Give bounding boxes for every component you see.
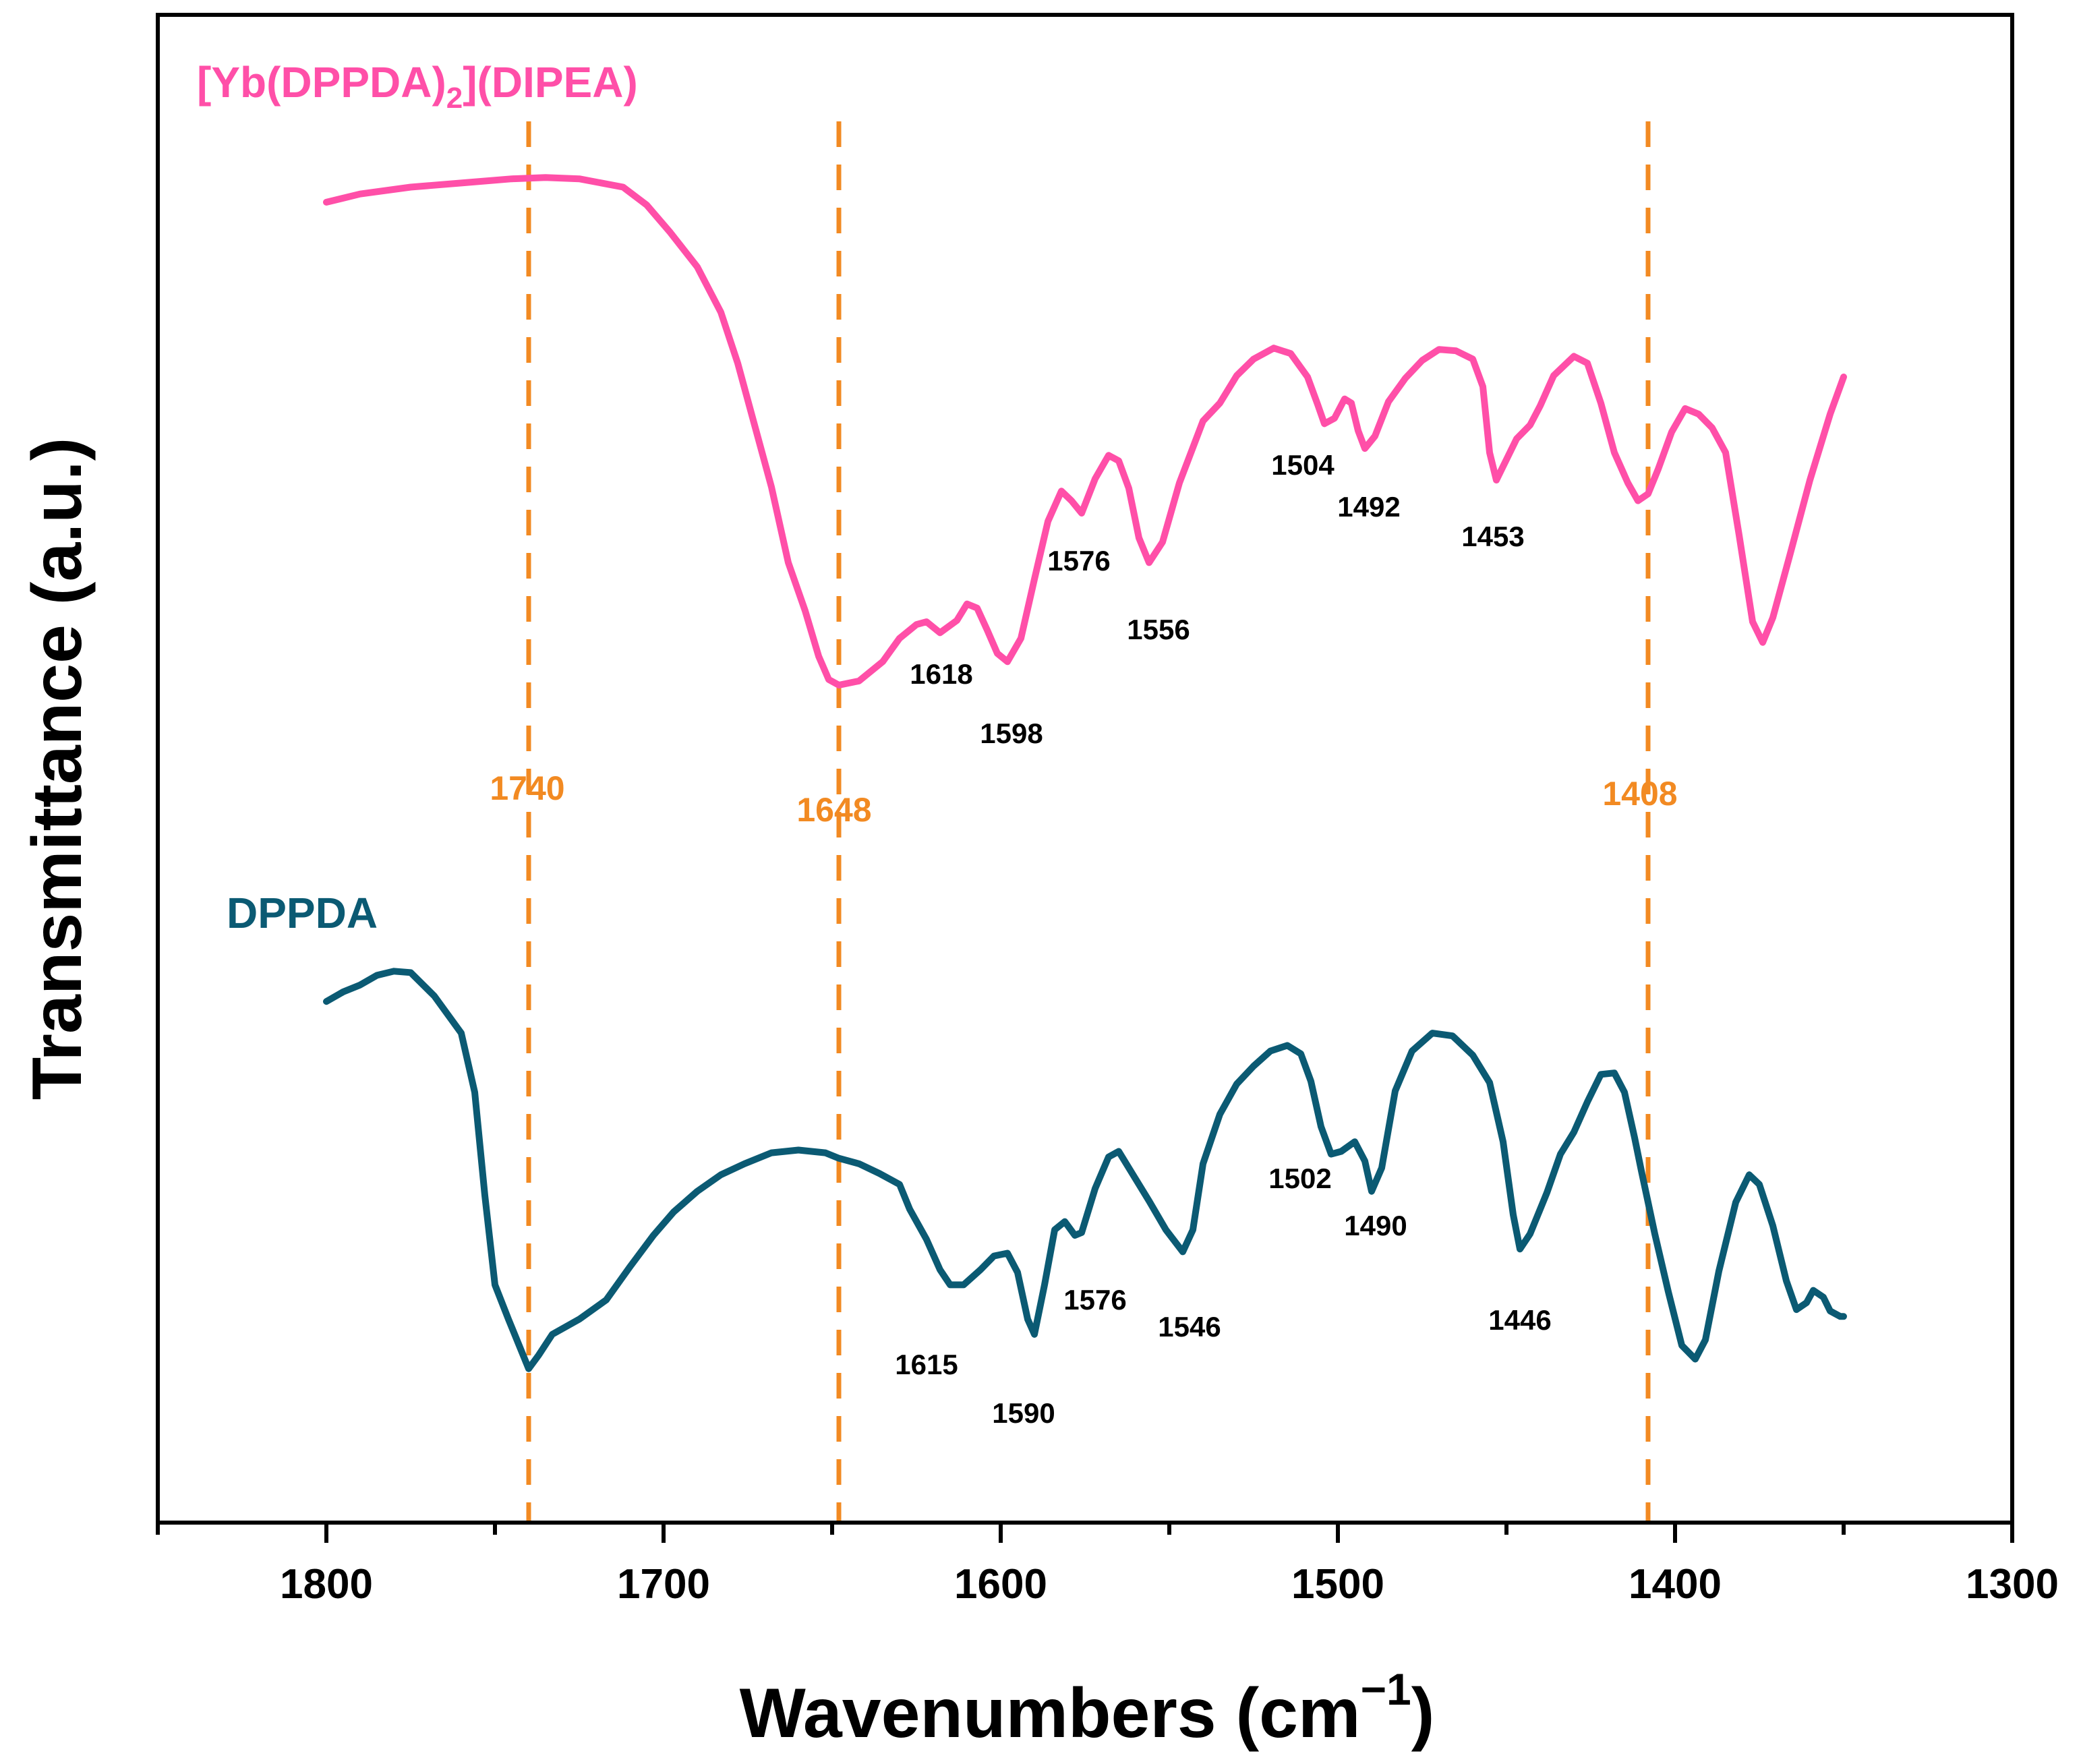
series-label-yb-complex: [Yb(DPPDA)2](DIPEA) — [197, 58, 638, 115]
x-axis-ticks — [156, 1523, 2014, 1543]
peak-label-1446: 1446 — [1488, 1304, 1551, 1336]
peak-label-1576: 1576 — [1047, 545, 1110, 577]
series-lines — [323, 174, 1847, 1372]
tick-label-1500: 1500 — [1291, 1561, 1384, 1608]
series-label-yb-name: [Yb(DPPDA) — [197, 58, 446, 107]
peak-label-1453: 1453 — [1461, 521, 1524, 552]
plot-frame — [156, 13, 2014, 1525]
x-axis-title-superscript: −1 — [1360, 1664, 1411, 1714]
peak-label-1615: 1615 — [895, 1349, 958, 1380]
x-axis-title: Wavenumbers (cm−1) — [740, 1664, 1435, 1753]
tick-label-1400: 1400 — [1629, 1561, 1722, 1608]
series-label-dppda: DPPDA — [227, 889, 378, 937]
series-line-yb-complex — [323, 174, 1847, 688]
x-axis-title-close: ) — [1411, 1674, 1435, 1753]
peak-label-1556: 1556 — [1127, 614, 1190, 645]
tick-label-1600: 1600 — [954, 1561, 1047, 1608]
tick-label-1300: 1300 — [1966, 1561, 2059, 1608]
ref-label-1740: 1740 — [490, 769, 564, 807]
series-label-yb-suffix: ](DIPEA) — [463, 58, 638, 107]
ref-label-1408: 1408 — [1602, 775, 1677, 813]
tick-label-1800: 1800 — [280, 1561, 373, 1608]
ref-label-1648: 1648 — [796, 791, 871, 829]
peak-label-1590: 1590 — [992, 1397, 1055, 1429]
series-label-yb-subscript: 2 — [446, 82, 463, 115]
reference-lines — [526, 121, 1651, 1523]
peak-label-1598: 1598 — [980, 717, 1043, 749]
peak-label-1502: 1502 — [1268, 1163, 1331, 1194]
peak-label-1490: 1490 — [1344, 1210, 1407, 1241]
series-line-dppda — [323, 968, 1847, 1372]
peak-label-1618: 1618 — [910, 658, 972, 690]
y-axis-title: Transmittance (a.u.) — [18, 438, 96, 1100]
peak-label-1546: 1546 — [1158, 1311, 1221, 1343]
peak-label-1504: 1504 — [1271, 449, 1335, 481]
x-axis-title-main: Wavenumbers (cm — [740, 1674, 1361, 1753]
peak-label-1492: 1492 — [1337, 491, 1400, 523]
x-axis-tick-labels: 1800 1700 1600 1500 1400 1300 — [280, 1561, 2059, 1608]
peak-label-1576: 1576 — [1063, 1284, 1126, 1316]
tick-label-1700: 1700 — [617, 1561, 710, 1608]
